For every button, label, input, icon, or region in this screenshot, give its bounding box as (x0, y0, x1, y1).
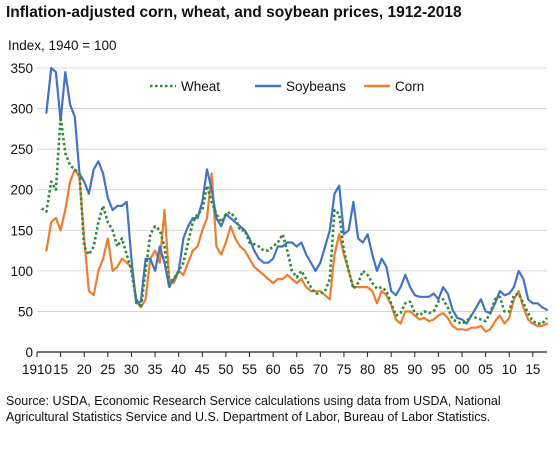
x-tick-label: 20 (77, 362, 92, 377)
y-tick-label: 150 (10, 223, 33, 238)
series-line-soybeans (45, 66, 549, 325)
x-tick-label: 50 (218, 362, 233, 377)
y-tick-label: 0 (25, 345, 33, 360)
legend-label-corn: Corn (395, 79, 424, 94)
x-tick-label: 80 (360, 362, 375, 377)
x-tick-label: 90 (407, 362, 422, 377)
x-tick-label: 65 (289, 362, 304, 377)
x-axis: 1910 15 20 25 30 35 40 45 50 55 60 65 70 75 80 85 90 95 00… (22, 352, 540, 377)
chart-title: Inflation-adjusted corn, wheat, and soyb… (6, 4, 462, 21)
series-line-wheat (40, 115, 549, 325)
y-tick-label: 200 (10, 183, 33, 198)
y-tick-label: 100 (10, 264, 33, 279)
y-tick-label: 250 (10, 142, 33, 157)
x-tick-label: 95 (431, 362, 446, 377)
x-tick-label: 25 (100, 362, 115, 377)
y-tick-label: 50 (18, 304, 33, 319)
x-tick-label: 75 (336, 362, 351, 377)
x-tick-label: 1910 (22, 362, 52, 377)
x-tick-label: 70 (313, 362, 328, 377)
legend-label-soybeans: Soybeans (286, 79, 346, 94)
legend-label-wheat: Wheat (181, 79, 220, 94)
x-tick-label: 55 (242, 362, 257, 377)
y-tick-label: 300 (10, 102, 33, 117)
series-line-corn (45, 168, 549, 333)
x-tick-label: 30 (124, 362, 139, 377)
x-tick-label: 45 (195, 362, 210, 377)
x-tick-label: 60 (266, 362, 281, 377)
x-tick-label: 05 (478, 362, 493, 377)
x-tick-label: 15 (525, 362, 540, 377)
y-tick-label: 350 (10, 61, 33, 76)
x-tick-label: 15 (53, 362, 68, 377)
x-tick-label: 85 (384, 362, 399, 377)
legend: Wheat Soybeans Corn (150, 79, 424, 94)
y-axis: 0 50 100 150 200 250 300 350 (10, 61, 33, 360)
x-tick-label: 00 (454, 362, 469, 377)
x-tick-label: 35 (148, 362, 163, 377)
series-lines (40, 66, 549, 333)
x-tick-label: 10 (502, 362, 517, 377)
x-tick-label: 40 (171, 362, 186, 377)
y-axis-label: Index, 1940 = 100 (8, 38, 117, 53)
source-note: Source: USDA, Economic Research Service … (6, 394, 501, 424)
